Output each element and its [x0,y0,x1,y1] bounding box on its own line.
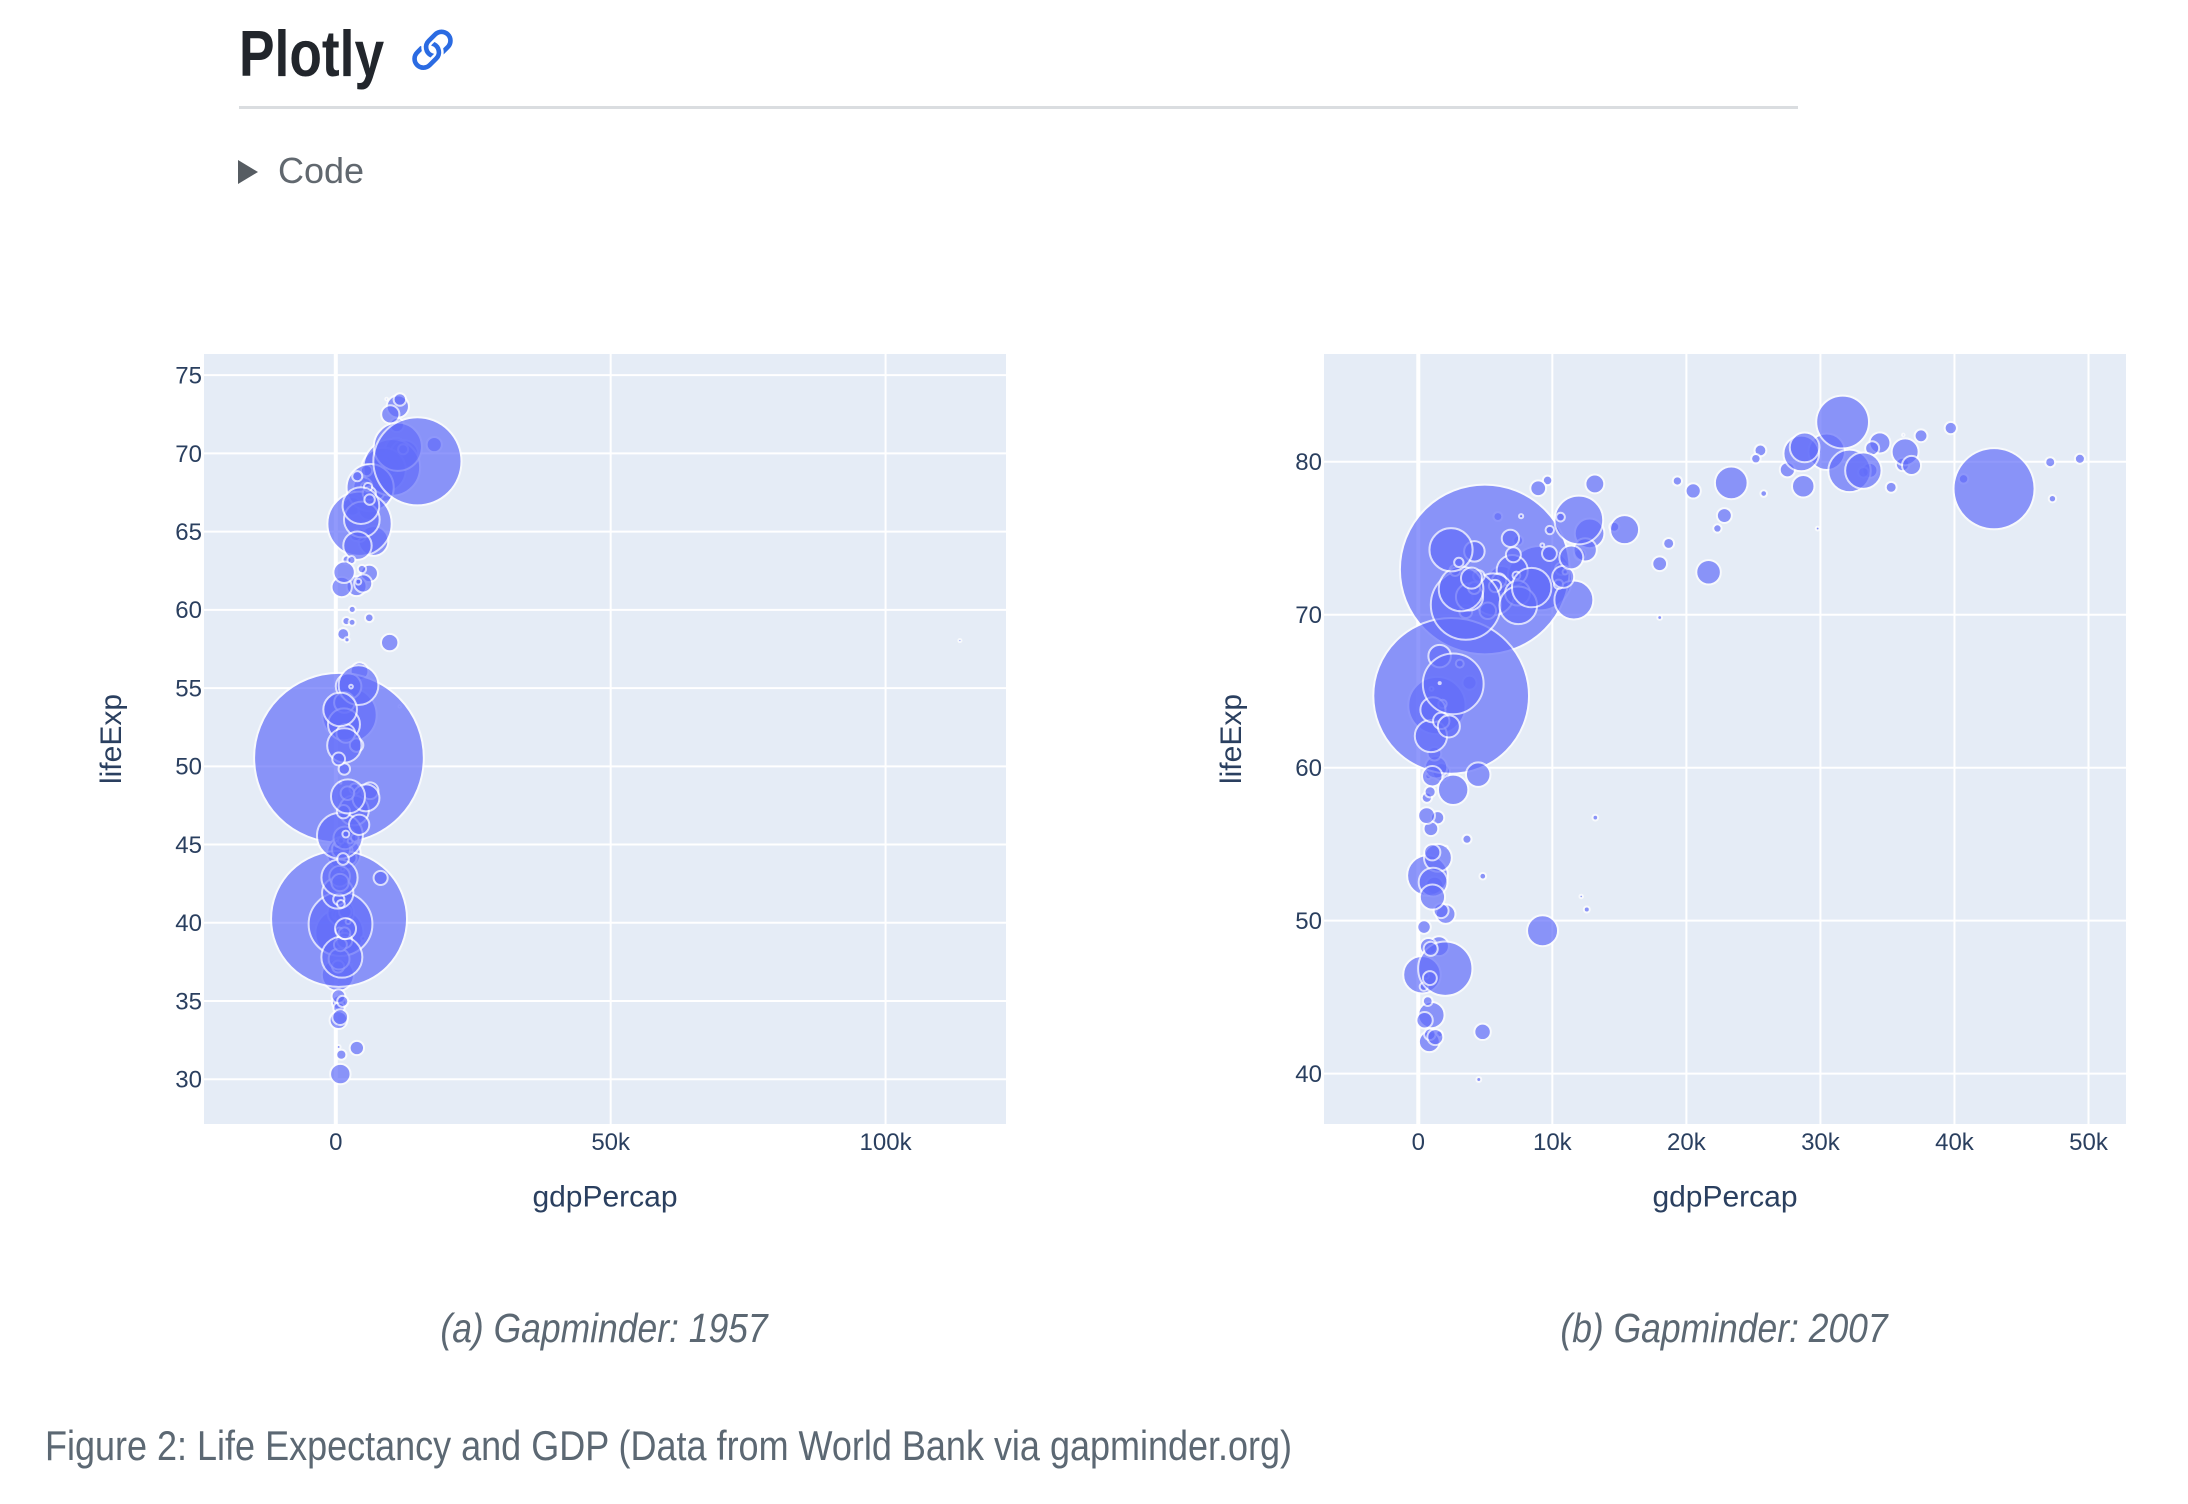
svg-text:lifeExp: lifeExp [1215,694,1248,784]
svg-text:65: 65 [175,519,202,546]
svg-text:40k: 40k [1935,1129,1975,1156]
svg-text:35: 35 [175,988,202,1015]
svg-text:45: 45 [175,832,202,859]
svg-text:40: 40 [1295,1061,1322,1088]
svg-text:10k: 10k [1533,1129,1573,1156]
svg-text:50: 50 [175,754,202,781]
svg-text:50k: 50k [591,1129,631,1156]
svg-text:20k: 20k [1667,1129,1707,1156]
svg-text:50k: 50k [2069,1129,2109,1156]
svg-text:30: 30 [175,1067,202,1094]
svg-text:50: 50 [1295,908,1322,935]
svg-text:0: 0 [329,1129,342,1156]
svg-text:30k: 30k [1801,1129,1841,1156]
svg-text:40: 40 [175,910,202,937]
svg-text:lifeExp: lifeExp [95,694,128,784]
svg-text:100k: 100k [860,1129,913,1156]
svg-text:55: 55 [175,675,202,702]
svg-text:75: 75 [175,363,202,390]
svg-text:70: 70 [1295,602,1322,629]
svg-text:gdpPercap: gdpPercap [1652,1181,1797,1214]
svg-text:60: 60 [175,597,202,624]
svg-text:80: 80 [1295,449,1322,476]
svg-text:60: 60 [1295,755,1322,782]
svg-text:70: 70 [175,441,202,468]
svg-text:0: 0 [1412,1129,1425,1156]
svg-text:gdpPercap: gdpPercap [532,1181,677,1214]
